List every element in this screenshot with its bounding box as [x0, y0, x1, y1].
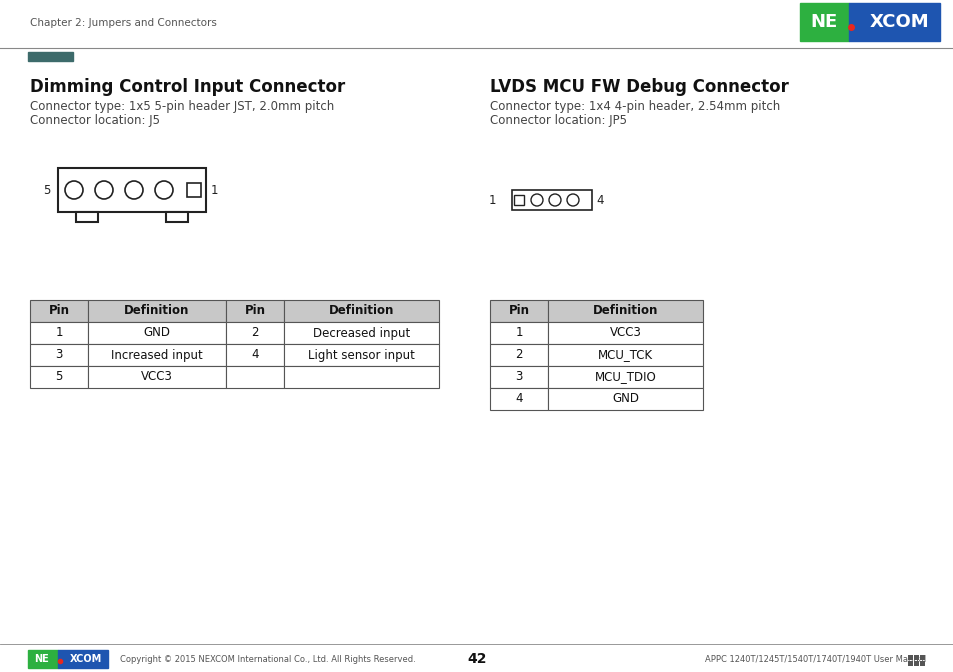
- Text: APPC 1240T/1245T/1540T/1740T/1940T User Manual: APPC 1240T/1245T/1540T/1740T/1940T User …: [704, 655, 925, 663]
- Text: 1: 1: [515, 327, 522, 339]
- Bar: [490, 388, 547, 410]
- Circle shape: [566, 194, 578, 206]
- Bar: [166, 212, 188, 222]
- Bar: [88, 300, 226, 322]
- Bar: [490, 344, 547, 366]
- Bar: [907, 655, 912, 660]
- Circle shape: [548, 194, 560, 206]
- Bar: [28, 52, 73, 61]
- Bar: [88, 366, 226, 388]
- Bar: [284, 300, 438, 322]
- Bar: [512, 190, 592, 210]
- Text: Pin: Pin: [508, 304, 529, 317]
- Text: NE: NE: [809, 13, 837, 31]
- Text: Pin: Pin: [49, 304, 70, 317]
- Text: Decreased input: Decreased input: [313, 327, 410, 339]
- Bar: [284, 344, 438, 366]
- Text: 4: 4: [251, 349, 258, 362]
- Text: 2: 2: [251, 327, 258, 339]
- Bar: [514, 195, 523, 205]
- Text: 1: 1: [488, 194, 496, 206]
- Bar: [226, 366, 284, 388]
- Circle shape: [154, 181, 172, 199]
- Bar: [913, 661, 918, 666]
- Bar: [490, 366, 547, 388]
- Text: Connector type: 1x5 5-pin header JST, 2.0mm pitch: Connector type: 1x5 5-pin header JST, 2.…: [30, 100, 334, 113]
- Bar: [800, 3, 848, 41]
- Bar: [907, 661, 912, 666]
- Text: VCC3: VCC3: [609, 327, 640, 339]
- Bar: [547, 300, 702, 322]
- Text: Definition: Definition: [124, 304, 190, 317]
- Bar: [284, 366, 438, 388]
- Bar: [76, 212, 98, 222]
- Text: 1: 1: [211, 183, 218, 196]
- Text: Definition: Definition: [592, 304, 658, 317]
- Bar: [187, 183, 201, 197]
- Circle shape: [95, 181, 112, 199]
- Text: VCC3: VCC3: [141, 370, 172, 384]
- Bar: [547, 388, 702, 410]
- Text: Pin: Pin: [244, 304, 265, 317]
- Text: MCU_TDIO: MCU_TDIO: [594, 370, 656, 384]
- Text: Connector type: 1x4 4-pin header, 2.54mm pitch: Connector type: 1x4 4-pin header, 2.54mm…: [490, 100, 780, 113]
- Text: 1: 1: [55, 327, 63, 339]
- Bar: [284, 322, 438, 344]
- Text: 3: 3: [515, 370, 522, 384]
- Text: 42: 42: [467, 652, 486, 666]
- Text: 5: 5: [55, 370, 63, 384]
- Text: Definition: Definition: [329, 304, 394, 317]
- Text: NE: NE: [34, 654, 50, 664]
- Bar: [58, 650, 108, 668]
- Bar: [226, 344, 284, 366]
- Text: Chapter 2: Jumpers and Connectors: Chapter 2: Jumpers and Connectors: [30, 18, 216, 28]
- Bar: [226, 322, 284, 344]
- Bar: [490, 322, 547, 344]
- Text: Connector location: JP5: Connector location: JP5: [490, 114, 626, 127]
- Bar: [848, 3, 939, 41]
- Bar: [919, 655, 924, 660]
- Circle shape: [125, 181, 143, 199]
- Bar: [30, 344, 88, 366]
- Bar: [490, 300, 547, 322]
- Bar: [30, 300, 88, 322]
- Text: 5: 5: [44, 183, 51, 196]
- Bar: [88, 322, 226, 344]
- Text: MCU_TCK: MCU_TCK: [598, 349, 653, 362]
- Text: 4: 4: [596, 194, 603, 206]
- Bar: [28, 650, 58, 668]
- Bar: [30, 366, 88, 388]
- Bar: [547, 366, 702, 388]
- Circle shape: [531, 194, 542, 206]
- Bar: [226, 300, 284, 322]
- Text: 3: 3: [55, 349, 63, 362]
- Bar: [58, 168, 206, 212]
- Bar: [913, 655, 918, 660]
- Text: GND: GND: [143, 327, 171, 339]
- Text: Copyright © 2015 NEXCOM International Co., Ltd. All Rights Reserved.: Copyright © 2015 NEXCOM International Co…: [120, 655, 416, 663]
- Text: 4: 4: [515, 392, 522, 405]
- Text: XCOM: XCOM: [868, 13, 928, 31]
- Circle shape: [65, 181, 83, 199]
- Text: Dimming Control Input Connector: Dimming Control Input Connector: [30, 78, 345, 96]
- Text: LVDS MCU FW Debug Connector: LVDS MCU FW Debug Connector: [490, 78, 788, 96]
- Bar: [88, 344, 226, 366]
- Bar: [30, 322, 88, 344]
- Bar: [919, 661, 924, 666]
- Text: Light sensor input: Light sensor input: [308, 349, 415, 362]
- Text: 2: 2: [515, 349, 522, 362]
- Text: Increased input: Increased input: [111, 349, 203, 362]
- Bar: [547, 322, 702, 344]
- Bar: [547, 344, 702, 366]
- Text: GND: GND: [612, 392, 639, 405]
- Text: Connector location: J5: Connector location: J5: [30, 114, 160, 127]
- Text: XCOM: XCOM: [70, 654, 102, 664]
